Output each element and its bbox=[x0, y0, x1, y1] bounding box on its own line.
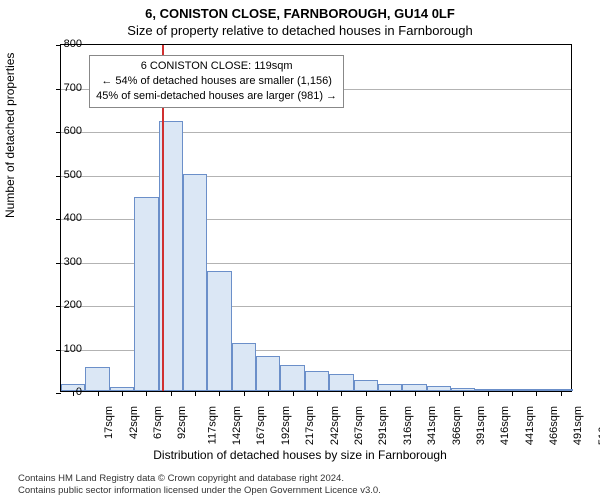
chart-title-address: 6, CONISTON CLOSE, FARNBOROUGH, GU14 0LF bbox=[0, 0, 600, 21]
x-tick-mark bbox=[244, 391, 245, 396]
y-tick-label: 400 bbox=[52, 212, 82, 224]
x-tick-label: 267sqm bbox=[353, 406, 365, 445]
gridline bbox=[61, 132, 571, 133]
x-tick-label: 491sqm bbox=[573, 406, 585, 445]
x-tick-mark bbox=[219, 391, 220, 396]
x-tick-label: 316sqm bbox=[402, 406, 414, 445]
y-tick-label: 0 bbox=[52, 386, 82, 398]
chart-container: 6, CONISTON CLOSE, FARNBOROUGH, GU14 0LF… bbox=[0, 0, 600, 500]
x-tick-mark bbox=[341, 391, 342, 396]
x-tick-label: 17sqm bbox=[103, 406, 115, 439]
x-tick-label: 167sqm bbox=[256, 406, 268, 445]
histogram-bar bbox=[85, 367, 109, 391]
histogram-bar bbox=[232, 343, 256, 391]
x-tick-mark bbox=[536, 391, 537, 396]
histogram-bar bbox=[280, 365, 304, 391]
y-tick-label: 800 bbox=[52, 38, 82, 50]
x-tick-mark bbox=[415, 391, 416, 396]
y-tick-label: 600 bbox=[52, 125, 82, 137]
x-tick-mark bbox=[390, 391, 391, 396]
x-tick-label: 192sqm bbox=[280, 406, 292, 445]
annotation-line-2: ← 54% of detached houses are smaller (1,… bbox=[96, 74, 337, 89]
x-tick-mark bbox=[293, 391, 294, 396]
plot-area: 6 CONISTON CLOSE: 119sqm← 54% of detache… bbox=[60, 44, 572, 392]
x-tick-mark bbox=[268, 391, 269, 396]
histogram-bar bbox=[134, 197, 158, 391]
x-tick-mark bbox=[463, 391, 464, 396]
x-tick-label: 67sqm bbox=[152, 406, 164, 439]
x-tick-label: 117sqm bbox=[206, 406, 218, 444]
y-tick-label: 300 bbox=[52, 256, 82, 268]
x-tick-label: 291sqm bbox=[378, 406, 390, 445]
annotation-box: 6 CONISTON CLOSE: 119sqm← 54% of detache… bbox=[89, 55, 344, 108]
x-tick-mark bbox=[366, 391, 367, 396]
x-tick-mark bbox=[195, 391, 196, 396]
x-tick-mark bbox=[512, 391, 513, 396]
footer-line-2: Contains public sector information licen… bbox=[18, 485, 381, 496]
gridline bbox=[61, 176, 571, 177]
x-tick-mark bbox=[439, 391, 440, 396]
x-tick-mark bbox=[171, 391, 172, 396]
x-tick-label: 466sqm bbox=[548, 406, 560, 445]
footer-attribution: Contains HM Land Registry data © Crown c… bbox=[18, 473, 381, 496]
x-tick-label: 142sqm bbox=[231, 406, 243, 445]
x-axis-label: Distribution of detached houses by size … bbox=[0, 448, 600, 462]
footer-line-1: Contains HM Land Registry data © Crown c… bbox=[18, 473, 381, 484]
x-tick-mark bbox=[317, 391, 318, 396]
x-tick-label: 391sqm bbox=[475, 406, 487, 445]
x-tick-label: 416sqm bbox=[499, 406, 511, 445]
annotation-line-1: 6 CONISTON CLOSE: 119sqm bbox=[96, 59, 337, 74]
y-tick-label: 700 bbox=[52, 82, 82, 94]
x-tick-label: 441sqm bbox=[524, 406, 536, 445]
histogram-bar bbox=[329, 374, 353, 391]
x-tick-mark bbox=[488, 391, 489, 396]
x-tick-label: 341sqm bbox=[426, 406, 438, 445]
y-tick-label: 100 bbox=[52, 343, 82, 355]
x-tick-mark bbox=[98, 391, 99, 396]
y-tick-label: 500 bbox=[52, 169, 82, 181]
x-tick-mark bbox=[146, 391, 147, 396]
histogram-bar bbox=[183, 174, 207, 392]
histogram-bar bbox=[305, 371, 329, 391]
y-axis-label: Number of detached properties bbox=[3, 53, 17, 218]
x-tick-label: 92sqm bbox=[176, 406, 188, 439]
plot-area-wrap: 6 CONISTON CLOSE: 119sqm← 54% of detache… bbox=[60, 44, 572, 392]
x-tick-mark bbox=[122, 391, 123, 396]
annotation-line-3: 45% of semi-detached houses are larger (… bbox=[96, 89, 337, 104]
x-tick-mark bbox=[561, 391, 562, 396]
x-tick-label: 217sqm bbox=[304, 406, 316, 445]
chart-subtitle: Size of property relative to detached ho… bbox=[0, 21, 600, 42]
x-tick-label: 366sqm bbox=[451, 406, 463, 445]
y-tick-label: 200 bbox=[52, 299, 82, 311]
x-tick-label: 242sqm bbox=[329, 406, 341, 445]
histogram-bar bbox=[207, 271, 231, 391]
histogram-bar bbox=[354, 380, 378, 391]
histogram-bar bbox=[256, 356, 280, 391]
x-tick-label: 42sqm bbox=[128, 406, 140, 439]
